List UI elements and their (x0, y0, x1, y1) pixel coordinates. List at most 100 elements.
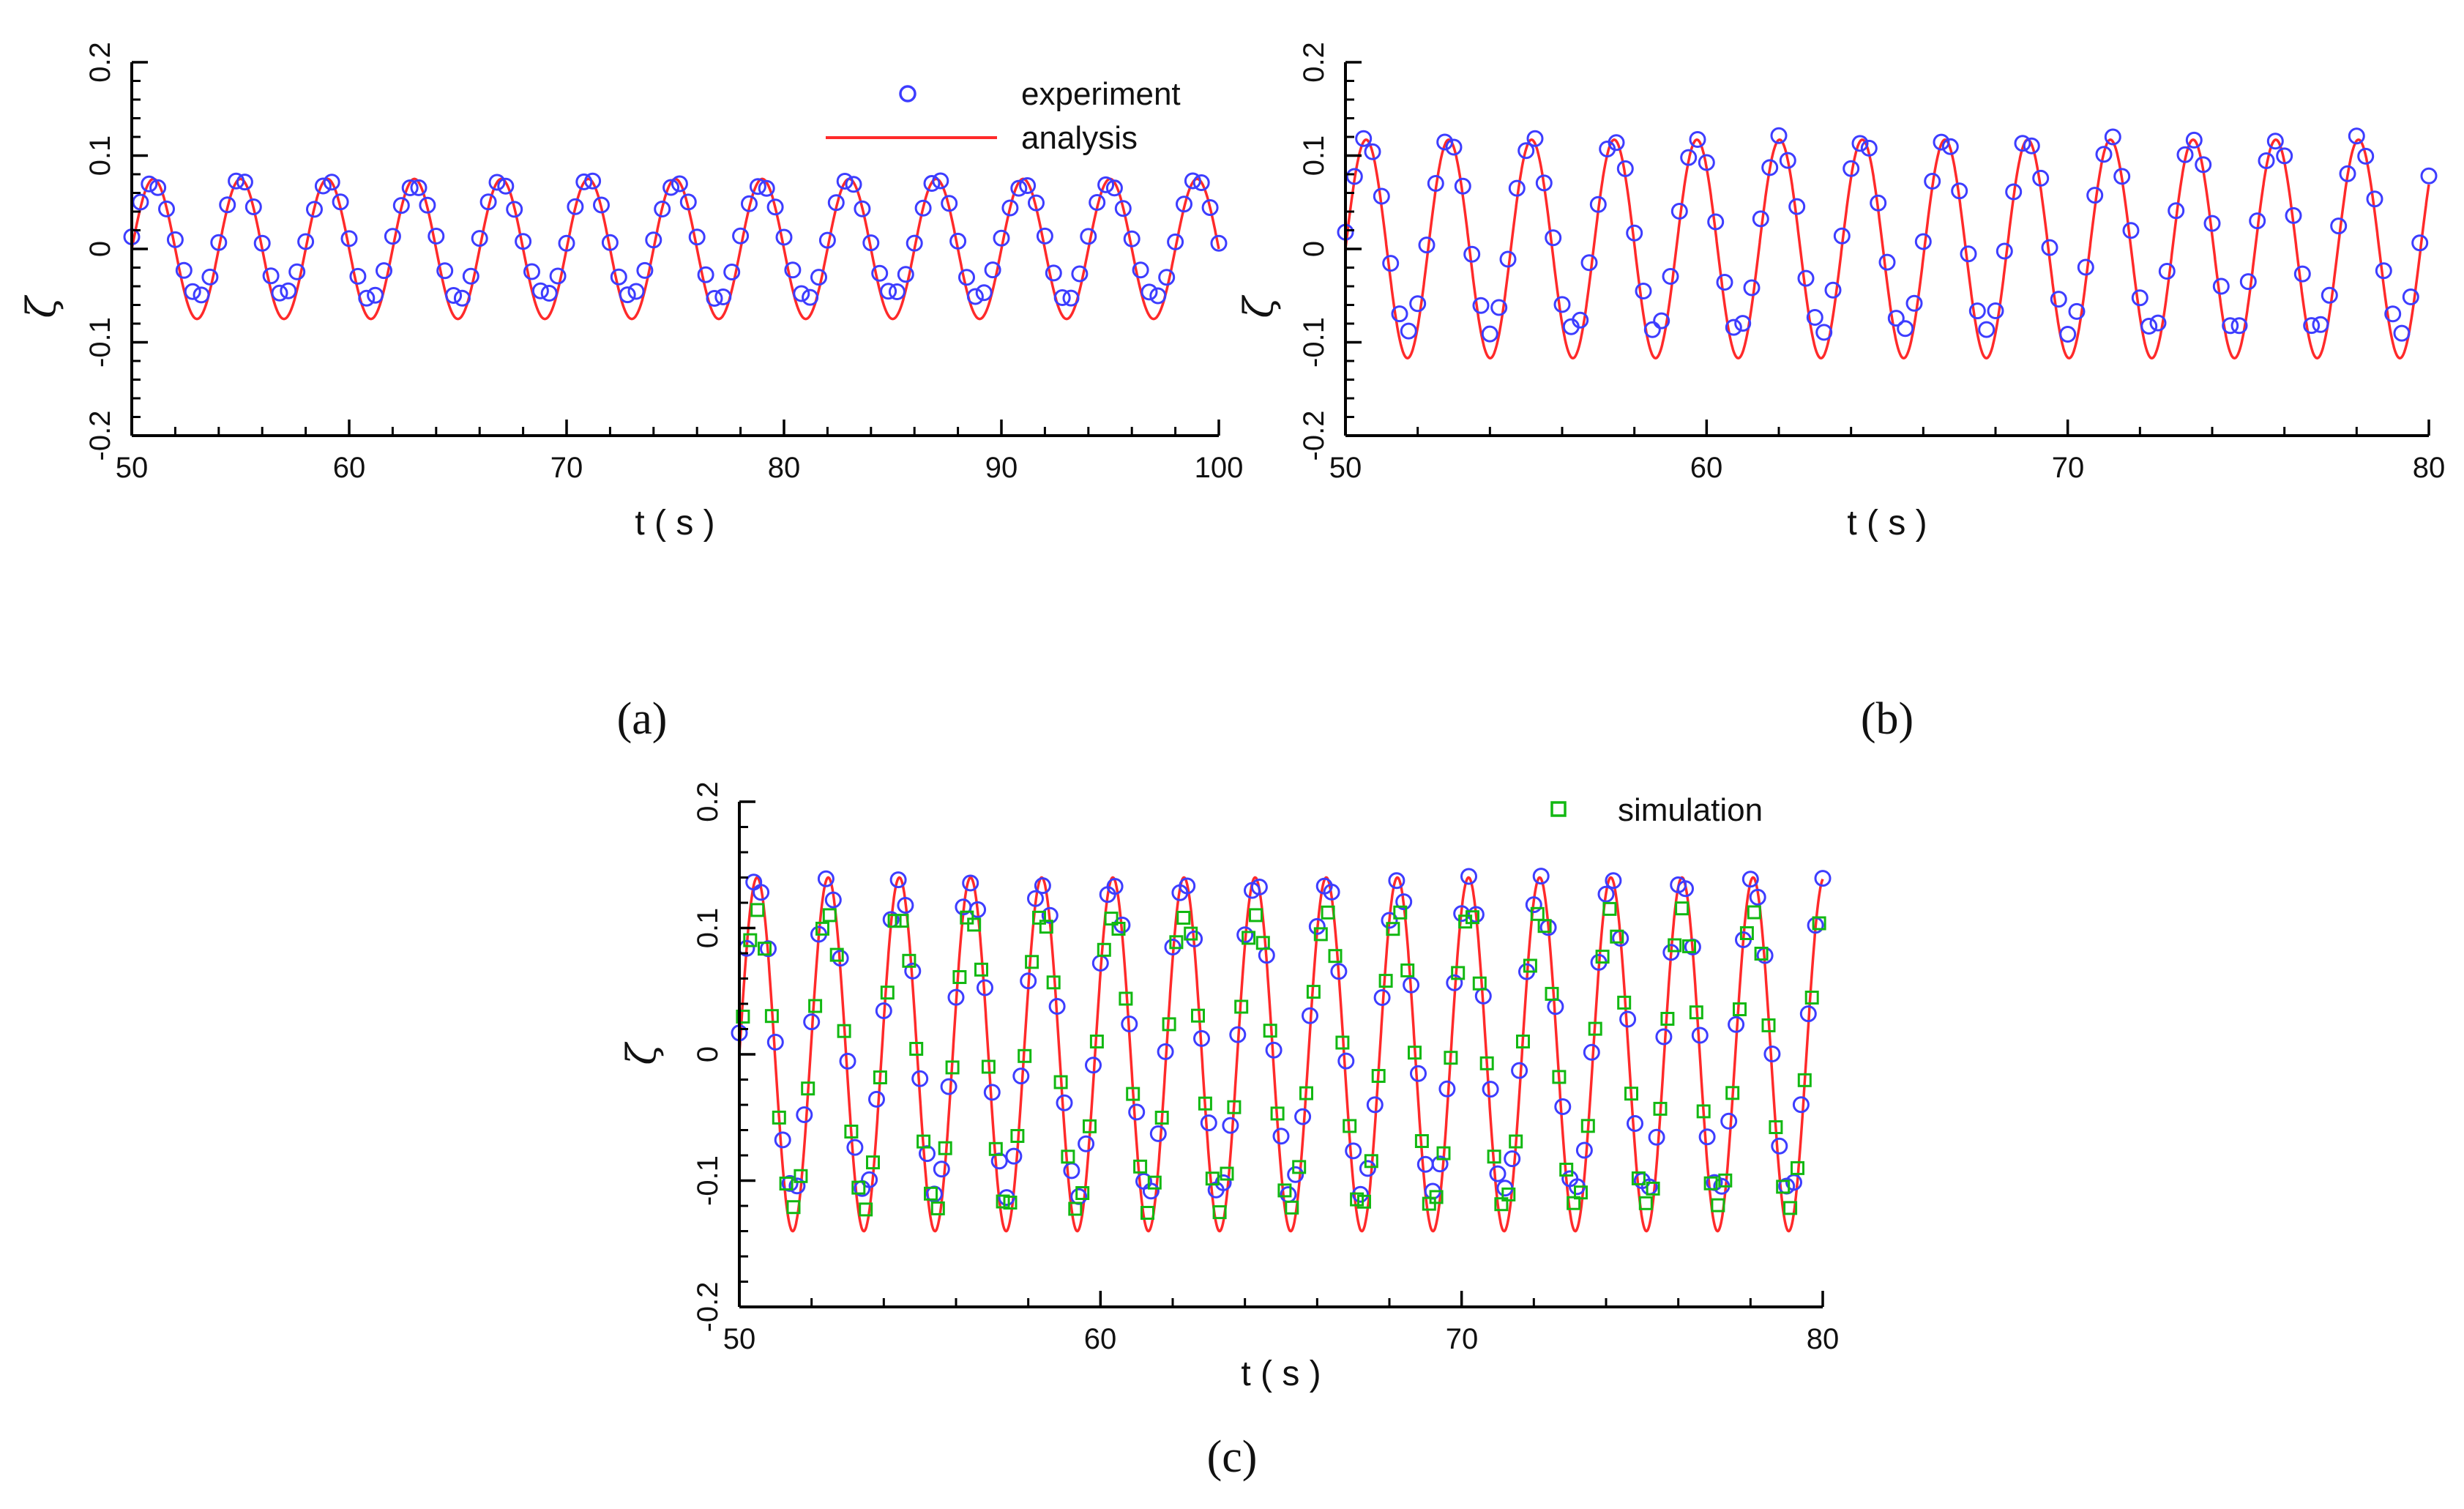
panel-c-experiment-point (1294, 1108, 1312, 1125)
panel-b-experiment-point (2104, 128, 2121, 146)
panel-c-simulation-point (1574, 1185, 1588, 1200)
panel-b-experiment-point (1616, 160, 1634, 177)
panel-c-simulation-point (1111, 922, 1126, 936)
panel-a-experiment-point (531, 282, 549, 299)
panel-c-simulation-point (1472, 976, 1487, 991)
panel-c-simulation-point (1797, 1073, 1812, 1087)
panel-c-experiment-point (1627, 1115, 1643, 1132)
panel-b-ytick-3: 0.1 (1298, 135, 1330, 176)
panel-c-experiment-point (1467, 906, 1485, 923)
legend-experiment-marker (899, 85, 916, 103)
panel-b-experiment-point (1463, 245, 1481, 263)
panel-b-experiment-point (1626, 224, 1643, 242)
panel-b-xtick-0: 50 (1329, 452, 1362, 484)
panel-a-experiment-point (601, 234, 619, 251)
panel-a-experiment-point (871, 264, 889, 282)
panel-c-simulation-point (1754, 947, 1769, 961)
panel-c-simulation-point (1791, 1160, 1804, 1175)
panel-b-experiment-point (1770, 127, 1788, 144)
panel-b-experiment-point (1905, 294, 1923, 312)
panel-c-experiment-point (1193, 1029, 1210, 1047)
panel-c-simulation-point (1227, 1100, 1242, 1114)
panel-b-experiment-point (2195, 156, 2212, 174)
panel-b-label: (b) (1861, 694, 1914, 744)
panel-a-ytick-4: 0.2 (84, 42, 116, 83)
panel-c-experiment-point (940, 1078, 957, 1095)
panel-c-simulation-point (758, 942, 772, 956)
panel-b-experiment-point (1472, 297, 1490, 314)
panel-a-experiment-point (593, 196, 610, 214)
panel-a-experiment-point (1010, 179, 1028, 197)
panel-c-simulation-point (1097, 942, 1111, 957)
panel-b-experiment-point (2212, 277, 2230, 295)
panel-c-simulation-point (996, 1194, 1010, 1209)
panel-a-experiment-point (1176, 195, 1192, 213)
panel-b-experiment-point (1635, 283, 1652, 299)
panel-a-chart: 50 60 70 80 90 100 -0.2 -0.1 0 0.1 0.2 t… (18, 42, 1243, 744)
panel-c-ticks (738, 800, 1824, 1308)
panel-a-experiment-point (376, 262, 392, 280)
panel-c-simulation-point (851, 1180, 866, 1195)
panel-b-experiment-point (1517, 142, 1535, 160)
panel-c-x-axis-title: t ( s ) (1241, 1355, 1321, 1393)
panel-a-experiment-point (958, 269, 975, 286)
panel-a-experiment-point (793, 285, 810, 302)
panel-a-experiment-point (1062, 289, 1080, 307)
panel-a-experiment-point (219, 196, 236, 214)
panel-c-simulation-point (1270, 1106, 1285, 1121)
panel-b-experiment-point (1851, 135, 1869, 152)
panel-c-analysis-line (738, 876, 1824, 1233)
panel-a-experiment-point (175, 261, 193, 279)
panel-c-simulation-point (1624, 1087, 1638, 1101)
legend-analysis-label: analysis (1021, 120, 1138, 156)
panel-a-experiment-point (775, 228, 793, 246)
panel-c-simulation-point (1350, 1192, 1364, 1207)
panel-a-experiment-point (706, 290, 723, 307)
panel-b-experiment-point (2023, 137, 2040, 154)
panel-c-label: (c) (1207, 1432, 1258, 1482)
panel-c-experiment-point (1222, 1117, 1239, 1134)
panel-c-ytick-1: -0.1 (692, 1155, 724, 1206)
legend-simulation-label: simulation (1618, 792, 1763, 828)
panel-b-experiment-point (1355, 130, 1373, 147)
panel-b-experiment-point (2059, 326, 2077, 343)
panel-a-experiment-point (697, 266, 714, 283)
panel-a-experiment-point (1036, 227, 1053, 245)
panel-b-experiment-point (1436, 133, 1454, 151)
panel-a-experiment-point (193, 286, 210, 304)
panel-c-simulation-point (1638, 1196, 1653, 1210)
panel-a-experiment-point (1184, 172, 1201, 190)
panel-b-y-axis-title: ζ (1236, 295, 1282, 318)
panel-b-experiment-point (1960, 245, 1977, 263)
panel-b-ytick-0: -0.2 (1298, 411, 1330, 461)
panel-b-experiment-point (1481, 325, 1498, 343)
legend-simulation-marker (1550, 801, 1567, 817)
panel-c-simulation-point (1053, 1075, 1068, 1089)
panel-a-xtick-3: 80 (768, 452, 801, 484)
panel-a-experiment-point (166, 231, 184, 248)
panel-b-experiment-point (1951, 182, 1968, 200)
panel-a-experiment-point (1028, 194, 1045, 212)
panel-a-experiment-point (662, 179, 680, 196)
panel-c-experiment-point (1416, 1155, 1434, 1173)
panel-c-simulation-point (1018, 1048, 1032, 1063)
panel-a-experiment-point (941, 195, 958, 212)
panel-c-simulation-point (1501, 1187, 1516, 1201)
panel-c-simulation-point (1357, 1194, 1371, 1209)
panel-b-experiment-point (2005, 183, 2023, 201)
panel-c-experiment-point (1655, 1028, 1673, 1046)
panel-c-experiment-point (1403, 976, 1420, 994)
panel-c-simulation-point (1653, 1101, 1668, 1116)
panel-b-experiment-point (2168, 202, 2185, 220)
panel-c-simulation-point (1242, 931, 1256, 945)
panel-c-experiment-point (1381, 912, 1398, 929)
panel-b-experiment-point (2077, 258, 2094, 276)
panel-a-experiment-point (636, 261, 654, 279)
panel-b-experiment-point (2149, 314, 2167, 332)
panel-b-experiment-point (1373, 187, 1390, 205)
panel-b-experiment-point (2420, 167, 2438, 185)
panel-a-experiment-point (436, 262, 454, 280)
panel-c-simulation-point (1234, 999, 1249, 1014)
panel-a-experiment-point (584, 172, 602, 190)
panel-a-experiment-point (228, 172, 245, 190)
